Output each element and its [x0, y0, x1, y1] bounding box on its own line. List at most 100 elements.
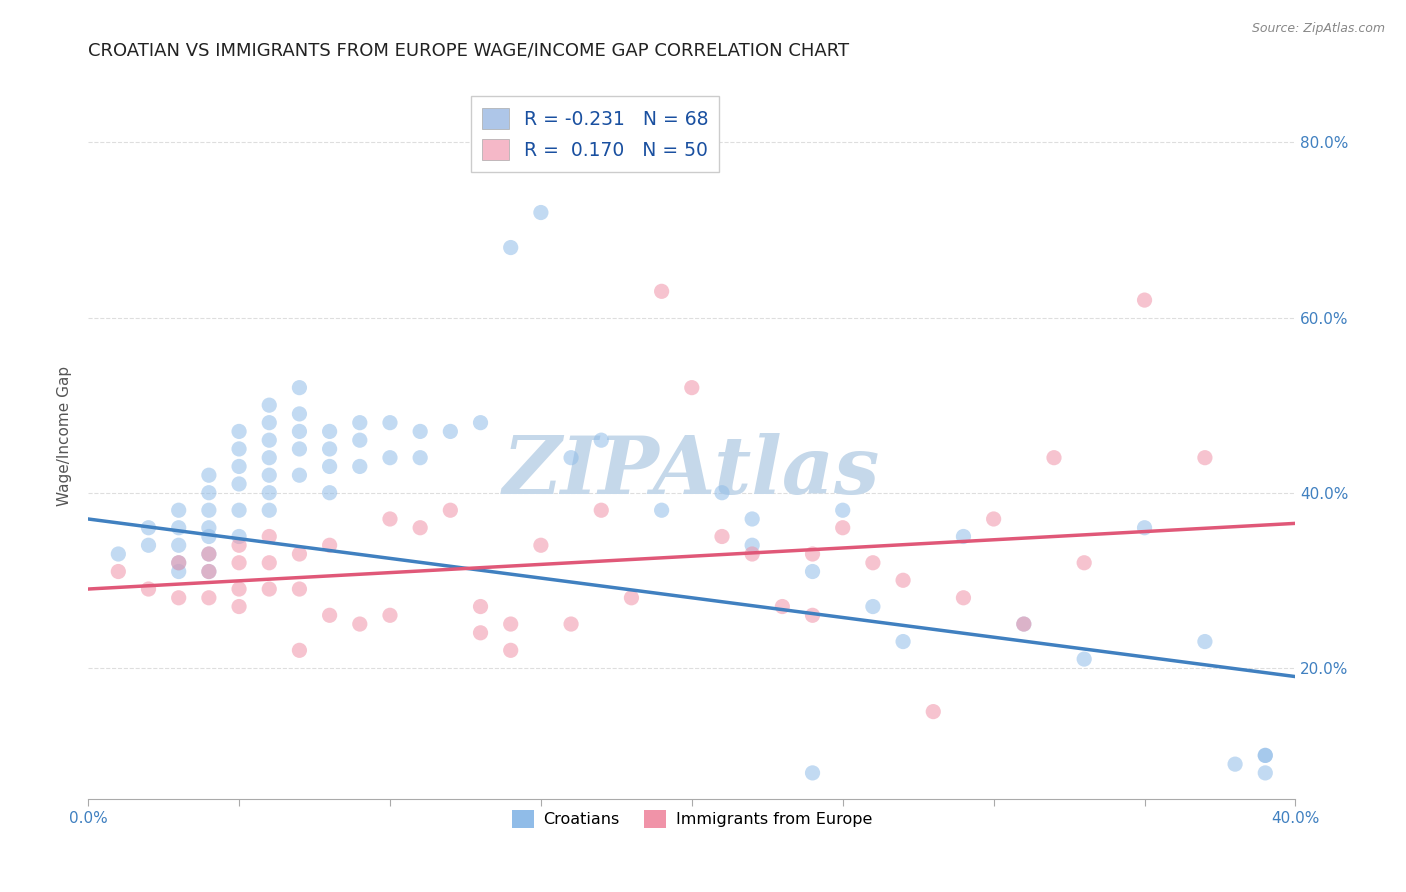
Point — [409, 450, 432, 465]
Point — [228, 425, 250, 439]
Point — [681, 381, 703, 395]
Point — [228, 556, 250, 570]
Point — [198, 529, 221, 543]
Point — [1194, 450, 1216, 465]
Point — [318, 538, 340, 552]
Point — [288, 407, 311, 421]
Point — [591, 503, 613, 517]
Point — [530, 205, 553, 219]
Point — [167, 538, 190, 552]
Point — [741, 512, 763, 526]
Point — [198, 547, 221, 561]
Point — [138, 582, 160, 596]
Point — [138, 521, 160, 535]
Text: CROATIAN VS IMMIGRANTS FROM EUROPE WAGE/INCOME GAP CORRELATION CHART: CROATIAN VS IMMIGRANTS FROM EUROPE WAGE/… — [89, 42, 849, 60]
Point — [318, 485, 340, 500]
Point — [198, 468, 221, 483]
Point — [288, 468, 311, 483]
Point — [378, 450, 401, 465]
Point — [167, 565, 190, 579]
Point — [228, 477, 250, 491]
Point — [711, 529, 734, 543]
Point — [167, 503, 190, 517]
Point — [1194, 634, 1216, 648]
Point — [257, 450, 280, 465]
Point — [257, 398, 280, 412]
Point — [831, 503, 853, 517]
Point — [198, 565, 221, 579]
Point — [257, 485, 280, 500]
Point — [288, 425, 311, 439]
Point — [228, 503, 250, 517]
Point — [257, 556, 280, 570]
Point — [470, 599, 492, 614]
Text: Source: ZipAtlas.com: Source: ZipAtlas.com — [1251, 22, 1385, 36]
Point — [349, 433, 371, 447]
Point — [1073, 652, 1095, 666]
Point — [107, 565, 129, 579]
Point — [1223, 757, 1246, 772]
Point — [409, 521, 432, 535]
Point — [952, 529, 974, 543]
Point — [198, 565, 221, 579]
Point — [1254, 748, 1277, 763]
Point — [257, 582, 280, 596]
Point — [620, 591, 643, 605]
Point — [560, 617, 582, 632]
Point — [198, 485, 221, 500]
Point — [138, 538, 160, 552]
Point — [952, 591, 974, 605]
Point — [228, 538, 250, 552]
Point — [801, 765, 824, 780]
Point — [560, 450, 582, 465]
Point — [801, 547, 824, 561]
Point — [228, 442, 250, 456]
Point — [439, 425, 461, 439]
Point — [288, 582, 311, 596]
Point — [288, 643, 311, 657]
Point — [228, 459, 250, 474]
Point — [198, 503, 221, 517]
Text: ZIPAtlas: ZIPAtlas — [503, 434, 880, 511]
Point — [198, 591, 221, 605]
Point — [862, 599, 884, 614]
Point — [831, 521, 853, 535]
Point — [801, 565, 824, 579]
Point — [1133, 293, 1156, 307]
Point — [167, 521, 190, 535]
Point — [349, 459, 371, 474]
Point — [591, 433, 613, 447]
Point — [318, 459, 340, 474]
Point — [409, 425, 432, 439]
Point — [499, 241, 522, 255]
Point — [862, 556, 884, 570]
Point — [1073, 556, 1095, 570]
Point — [439, 503, 461, 517]
Point — [228, 529, 250, 543]
Point — [1254, 765, 1277, 780]
Point — [801, 608, 824, 623]
Point — [257, 503, 280, 517]
Point — [922, 705, 945, 719]
Point — [378, 416, 401, 430]
Point — [530, 538, 553, 552]
Point — [349, 617, 371, 632]
Point — [499, 617, 522, 632]
Point — [349, 416, 371, 430]
Point — [257, 529, 280, 543]
Point — [167, 556, 190, 570]
Point — [257, 433, 280, 447]
Point — [711, 485, 734, 500]
Point — [288, 442, 311, 456]
Point — [257, 416, 280, 430]
Point — [318, 442, 340, 456]
Point — [318, 425, 340, 439]
Point — [1012, 617, 1035, 632]
Point — [741, 547, 763, 561]
Point — [167, 591, 190, 605]
Point — [378, 512, 401, 526]
Point — [318, 608, 340, 623]
Point — [741, 538, 763, 552]
Point — [228, 599, 250, 614]
Point — [288, 381, 311, 395]
